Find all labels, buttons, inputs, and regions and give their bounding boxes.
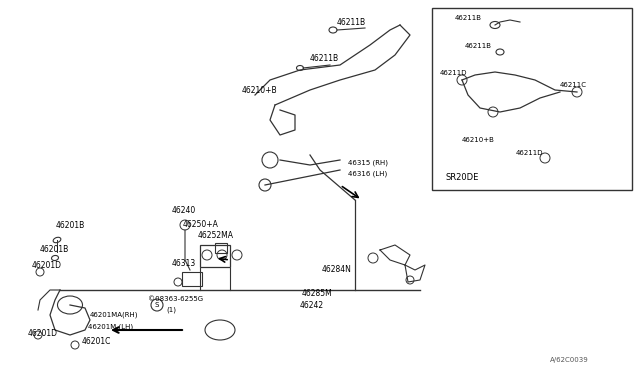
Text: 46211B: 46211B (455, 15, 482, 21)
Text: 46201B: 46201B (40, 246, 69, 254)
Text: 46201B: 46201B (56, 221, 85, 230)
Text: 46315 (RH): 46315 (RH) (348, 160, 388, 166)
Text: 46284N: 46284N (322, 266, 352, 275)
Bar (182, 272, 202, 286)
Text: 46285M: 46285M (302, 289, 333, 298)
Text: 46316 (LH): 46316 (LH) (348, 171, 387, 177)
Text: 46211D: 46211D (440, 70, 467, 76)
Text: 46201D: 46201D (28, 328, 58, 337)
Text: S: S (155, 302, 159, 308)
Text: 46210+B: 46210+B (242, 86, 278, 94)
Text: 46201M (LH): 46201M (LH) (88, 324, 133, 330)
Text: 46211B: 46211B (310, 54, 339, 62)
Text: 46211D: 46211D (516, 150, 543, 156)
Text: 46252MA: 46252MA (198, 231, 234, 240)
Text: A/62C0039: A/62C0039 (550, 357, 589, 363)
Text: ©08363-6255G: ©08363-6255G (148, 296, 203, 302)
Text: 46211B: 46211B (337, 17, 366, 26)
Text: 46313: 46313 (172, 259, 196, 267)
Bar (215, 243, 227, 253)
Bar (432, 8, 632, 190)
Text: SR20DE: SR20DE (446, 173, 479, 182)
Text: 46201MA(RH): 46201MA(RH) (90, 312, 138, 318)
Bar (200, 245, 230, 267)
Text: 46201D: 46201D (32, 260, 62, 269)
Text: 46211B: 46211B (465, 43, 492, 49)
Text: 46211C: 46211C (560, 82, 587, 88)
Text: 46210+B: 46210+B (462, 137, 495, 143)
Text: (1): (1) (166, 307, 176, 313)
Text: 46242: 46242 (300, 301, 324, 311)
Text: 46201C: 46201C (82, 337, 111, 346)
Text: 46250+A: 46250+A (183, 219, 219, 228)
Text: 46240: 46240 (172, 205, 196, 215)
